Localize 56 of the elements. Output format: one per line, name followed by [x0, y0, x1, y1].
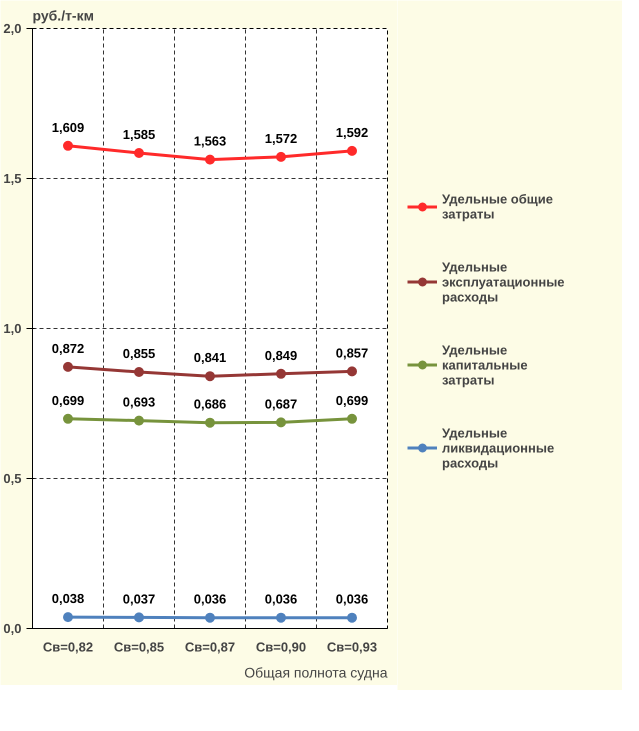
- point: [134, 612, 144, 622]
- x-axis-title: Общая полнота судна: [244, 664, 388, 680]
- x-tick-label: Св=0,90: [256, 640, 306, 654]
- data-label: 0,841: [194, 350, 226, 366]
- data-label: 1,585: [122, 127, 156, 142]
- data-label: 1,592: [336, 124, 368, 140]
- point: [63, 140, 73, 151]
- point: [205, 154, 215, 165]
- x-tick-label: Св=0,87: [184, 640, 236, 654]
- data-label: 1,609: [52, 120, 84, 135]
- point: [134, 367, 144, 377]
- point: [63, 362, 73, 372]
- data-label: 0,699: [52, 392, 84, 408]
- data-label: 0,849: [264, 348, 298, 363]
- data-label: 0,687: [264, 396, 298, 412]
- data-label: 1,563: [194, 134, 226, 149]
- data-label: 0,036: [336, 592, 368, 607]
- point: [276, 612, 286, 623]
- point: [63, 612, 73, 622]
- y-tick-label: 1,0: [3, 321, 22, 336]
- data-label: 0,686: [194, 396, 226, 412]
- point: [347, 146, 357, 156]
- y-tick-label: 2,0: [3, 21, 22, 36]
- data-label: 0,038: [52, 591, 84, 606]
- point: [276, 417, 286, 428]
- point: [205, 612, 215, 623]
- data-label: 0,855: [122, 346, 156, 361]
- point: [63, 414, 73, 424]
- legend-label: Удельные капитальные затраты: [442, 342, 528, 387]
- point: [347, 414, 357, 424]
- point: [205, 371, 215, 382]
- data-label: 0,857: [336, 345, 368, 360]
- legend-label: Удельные ликвидационные расходы: [442, 425, 554, 470]
- point: [205, 418, 215, 428]
- data-label: 0,037: [122, 591, 156, 606]
- point: [276, 152, 286, 162]
- point: [134, 148, 144, 158]
- x-tick-label: Св=0,85: [114, 640, 164, 654]
- y-tick-label: 0,5: [3, 471, 22, 486]
- point: [347, 366, 357, 376]
- x-tick-label: Св=0,93: [326, 640, 378, 654]
- legend-label: Удельные эксплуатационные расходы: [442, 259, 565, 304]
- data-label: 0,036: [194, 592, 226, 607]
- data-label: 0,872: [52, 340, 84, 356]
- legend-label: Удельные общие затраты: [442, 191, 553, 221]
- data-label: 0,699: [336, 392, 368, 408]
- data-label: 1,572: [264, 130, 298, 146]
- data-label: 0,693: [122, 394, 156, 410]
- point: [276, 368, 286, 379]
- point: [347, 612, 357, 623]
- data-label: 0,036: [264, 592, 298, 607]
- point: [134, 416, 144, 426]
- x-tick-label: Св=0,82: [42, 640, 94, 654]
- y-tick-label: 1,5: [3, 171, 22, 186]
- y-axis-title: руб./т-км: [32, 8, 94, 24]
- y-tick-label: 0,0: [3, 621, 22, 636]
